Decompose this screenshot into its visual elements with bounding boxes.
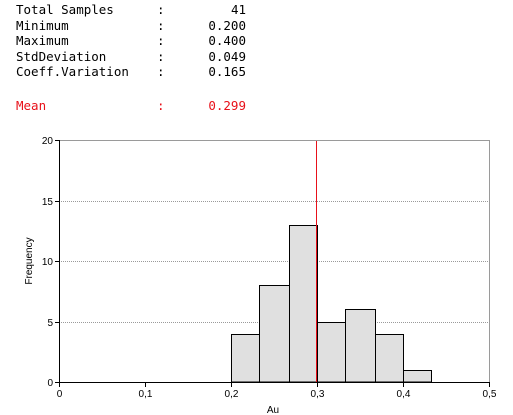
stat-colon: : <box>157 64 165 79</box>
stat-row-std-deviation: StdDeviation : 0.049 <box>16 49 246 65</box>
stat-row-maximum: Maximum : 0.400 <box>16 33 246 49</box>
stat-label: Total Samples <box>16 2 114 17</box>
histogram-bar <box>259 285 290 383</box>
mean-label: Mean <box>16 98 47 113</box>
stat-label: Minimum <box>16 17 69 33</box>
histogram-bar <box>317 322 346 383</box>
statistics-panel: Total Samples : 41 Minimum : 0.200 Maxim… <box>16 2 246 80</box>
x-tick-label: 0,2 <box>225 389 239 400</box>
x-tick-label: 0,3 <box>311 389 325 400</box>
mean-value: 0.299 <box>208 98 246 113</box>
y-tick-label: 0 <box>47 378 53 389</box>
mean-stat-row: Mean : 0.299 <box>16 98 246 114</box>
stat-row-total-samples: Total Samples : 41 <box>16 2 246 18</box>
stat-value: 41 <box>230 2 246 17</box>
stat-value: 0.200 <box>208 17 246 33</box>
stat-value: 0.049 <box>208 48 246 64</box>
y-tick-label: 10 <box>42 257 54 268</box>
y-axis-title: Frequency <box>24 237 35 284</box>
stat-colon: : <box>157 48 165 64</box>
mean-row-inner: Mean : 0.299 <box>16 98 246 114</box>
x-axis-title: Au <box>267 405 279 415</box>
stat-value: 0.400 <box>208 33 246 48</box>
histogram-bar <box>345 309 376 383</box>
stat-colon: : <box>157 17 165 33</box>
histogram-bar <box>289 225 318 383</box>
x-tick-label: 0,5 <box>483 389 497 400</box>
histogram-bar <box>403 370 432 383</box>
stat-row-minimum: Minimum : 0.200 <box>16 18 246 34</box>
stat-colon: : <box>157 2 165 17</box>
x-tick-label: 0 <box>57 389 63 400</box>
x-tick-label: 0,4 <box>397 389 411 400</box>
stat-label: Maximum <box>16 33 69 48</box>
stat-label: StdDeviation <box>16 48 107 64</box>
mean-colon: : <box>157 98 165 113</box>
stat-label: Coeff.Variation <box>16 64 129 79</box>
y-tick-label: 20 <box>42 136 54 147</box>
x-tick-label: 0,1 <box>139 389 153 400</box>
y-tick-label: 15 <box>42 197 54 208</box>
stat-row-coeff-variation: Coeff.Variation : 0.165 <box>16 64 246 80</box>
histogram-bar <box>375 334 404 383</box>
y-tick-label: 5 <box>47 318 53 329</box>
histogram-bar <box>231 334 260 383</box>
stat-value: 0.165 <box>208 64 246 79</box>
stat-colon: : <box>157 33 165 48</box>
